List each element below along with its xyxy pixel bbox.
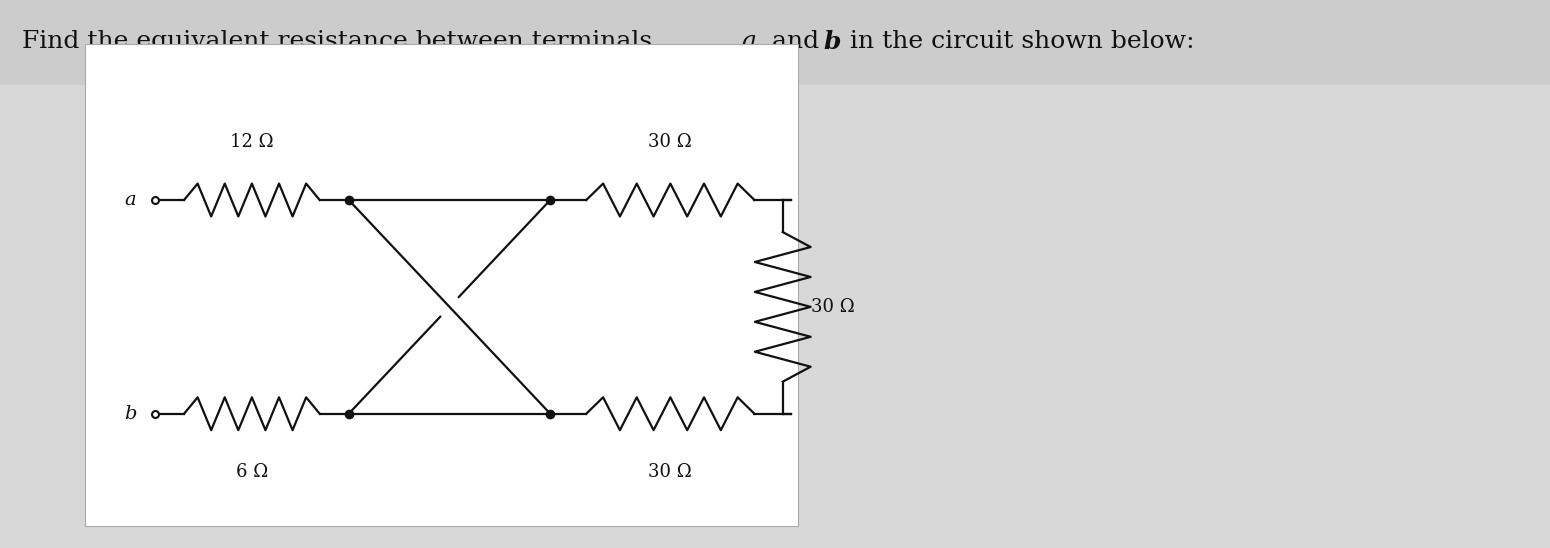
- Text: 30 Ω: 30 Ω: [648, 463, 693, 481]
- Text: in the circuit shown below:: in the circuit shown below:: [842, 30, 1195, 53]
- FancyBboxPatch shape: [0, 0, 1550, 85]
- Text: and: and: [764, 30, 828, 53]
- Text: 6 Ω: 6 Ω: [236, 463, 268, 481]
- Text: a: a: [741, 30, 756, 53]
- Text: b: b: [124, 405, 136, 423]
- Text: 30 Ω: 30 Ω: [648, 133, 693, 151]
- Text: Find the equivalent resistance between terminals: Find the equivalent resistance between t…: [22, 30, 660, 53]
- Text: a: a: [124, 191, 136, 209]
- Text: 30 Ω: 30 Ω: [811, 298, 854, 316]
- Text: b: b: [823, 30, 840, 54]
- Text: 12 Ω: 12 Ω: [229, 133, 274, 151]
- FancyBboxPatch shape: [85, 44, 798, 526]
